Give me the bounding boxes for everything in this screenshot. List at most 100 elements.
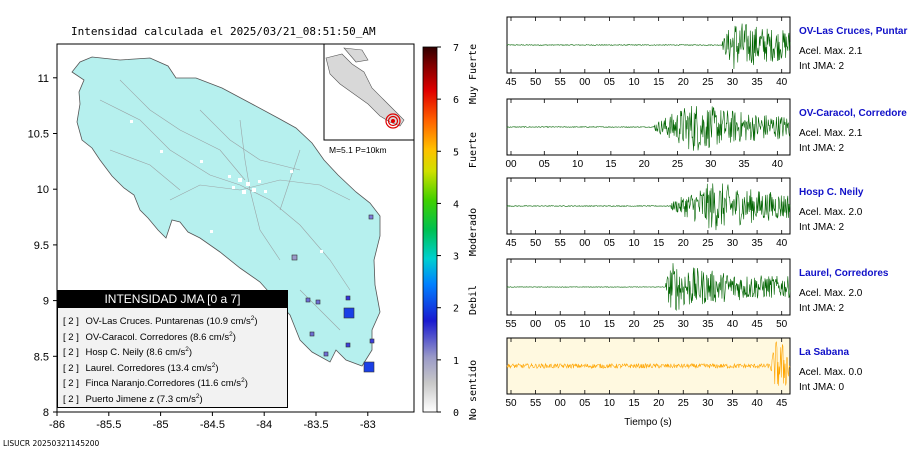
waveform-tick-label: 50 xyxy=(530,77,542,88)
waveform-tick-label: 20 xyxy=(653,398,665,409)
waveform-panel: 50 55 00 05 10 15 20 25 30 35 40 45 La Sabana Acel. M… xyxy=(505,337,863,409)
intensity-legend: INTENSIDAD JMA [0 a 7] [ 2 ] OV-Las Cruc… xyxy=(57,290,288,408)
waveform-tick-label: 35 xyxy=(727,398,739,409)
station-marker-small xyxy=(315,299,321,305)
station-marker-small xyxy=(345,295,351,301)
legend-unit-exponent: 2 xyxy=(250,315,255,322)
legend-row: [ 2 ] Puerto Jimene z (7.3 cm/s2) xyxy=(58,389,287,405)
waveform-tick-label: 15 xyxy=(628,398,640,409)
colorbar-category-label: Fuerte xyxy=(468,132,479,168)
waveform-tick-label: 30 xyxy=(702,398,714,409)
waveform-tick-label: 55 xyxy=(555,238,567,249)
max-acceleration: Acel. Max. 2.0 xyxy=(799,288,863,299)
waveform-trace xyxy=(506,106,791,151)
legend-station-text: Finca Naranjo.Corredores (11.6 cm/s xyxy=(82,378,242,390)
waveform-panels: 45 50 55 00 05 10 15 20 25 30 35 40 OV-Las Cruces, P… xyxy=(505,16,907,409)
legend-unit-exponent: 2 xyxy=(211,361,216,369)
waveform-tick-label: 10 xyxy=(572,159,584,170)
jma-intensity: Int JMA: 0 xyxy=(799,382,844,393)
waveform-panel: 00 05 10 15 20 25 30 35 40 OV-Caracol, Corredore A… xyxy=(505,98,907,170)
legend-row: [ 2 ] Finca Naranjo.Corredores (11.6 cm/… xyxy=(58,373,287,389)
colorbar-tick-label: 3 xyxy=(453,252,459,263)
waveform-trace xyxy=(506,183,791,231)
waveform-tick-label: 20 xyxy=(678,238,690,249)
lon-tick-label: -83.5 xyxy=(303,419,328,431)
legend-level: [ 2 ] xyxy=(63,362,79,374)
waveform-tick-label: 10 xyxy=(604,398,616,409)
longitude-axis: -86 -85.5 -85 -84.5 -84 -83.5 -83 xyxy=(49,412,376,431)
waveform-tick-label: 05 xyxy=(555,319,567,330)
legend-level: [ 2 ] xyxy=(63,316,79,328)
max-acceleration: Acel. Max. 2.0 xyxy=(799,207,863,218)
legend-level: [ 2 ] xyxy=(63,331,79,343)
waveform-tick-label: 40 xyxy=(776,77,788,88)
latitude-axis: 8 8.5 9 9.5 10 10.5 11 xyxy=(28,73,57,419)
colorbar-tick-label: 4 xyxy=(453,199,459,210)
station-markers xyxy=(291,214,375,373)
waveform-trace xyxy=(506,23,791,69)
epicenter-icon xyxy=(385,113,401,129)
town-markers xyxy=(130,120,323,253)
waveform-tick-label: 40 xyxy=(727,319,739,330)
legend-row: [ 2 ] OV-Caracol. Corredores (8.6 cm/s2) xyxy=(58,327,287,343)
station-marker-large xyxy=(363,361,375,373)
waveform-tick-label: 25 xyxy=(702,77,714,88)
lat-tick-label: 8.5 xyxy=(34,351,49,363)
magnitude-depth-label: M=5.1 P=10km xyxy=(329,145,387,155)
waveform-tick-label: 00 xyxy=(530,319,542,330)
waveform-tick-label: 25 xyxy=(678,398,690,409)
legend-unit-exponent: 2 xyxy=(229,330,233,338)
costa-rica-landmass xyxy=(71,56,381,367)
waveform-tick-label: 35 xyxy=(752,77,764,88)
station-marker-small xyxy=(345,342,351,348)
waveform-tick-label: 50 xyxy=(776,319,788,330)
station-marker-large xyxy=(343,307,355,319)
lat-tick-label: 9.5 xyxy=(34,240,49,252)
legend-station-text: Laurel. Corredores (13.4 cm/s xyxy=(82,362,212,374)
lat-tick-label: 10.5 xyxy=(28,129,49,141)
waveform-tick-label: 30 xyxy=(727,238,739,249)
intensity-colorbar xyxy=(422,46,438,413)
station-name: OV-Las Cruces, Puntar xyxy=(799,26,907,37)
inset-map xyxy=(323,43,415,141)
jma-intensity: Int JMA: 2 xyxy=(799,222,844,233)
road-network xyxy=(99,79,351,331)
waveform-tick-label: 55 xyxy=(555,77,567,88)
waveform-tick-label: 35 xyxy=(738,159,750,170)
lon-tick-label: -84 xyxy=(256,419,272,431)
colorbar-categories: No sentido Debil Moderado Fuerte Muy Fuerte xyxy=(468,44,479,420)
footer-id: LISUCR 20250321145200 xyxy=(3,439,100,448)
waveform-tick-label: 25 xyxy=(672,159,684,170)
waveform-tick-label: 30 xyxy=(705,159,717,170)
lat-tick-label: 9 xyxy=(43,296,49,308)
max-acceleration: Acel. Max. 0.0 xyxy=(799,367,863,378)
waveform-tick-label: 05 xyxy=(604,77,616,88)
waveform-tick-label: 55 xyxy=(505,319,517,330)
station-marker-small xyxy=(369,338,375,344)
station-marker-small xyxy=(368,214,374,220)
legend-unit-exponent: 2 xyxy=(185,346,189,353)
waveform-tick-label: 50 xyxy=(530,238,542,249)
waveform-tick-label: 05 xyxy=(579,398,591,409)
waveform-trace xyxy=(506,341,791,386)
station-marker-small xyxy=(309,331,315,337)
station-marker-small xyxy=(305,297,311,303)
waveform-tick-label: 00 xyxy=(579,238,591,249)
waveform-tick-label: 50 xyxy=(505,398,517,409)
legend-title: INTENSIDAD JMA [0 a 7] xyxy=(58,291,287,308)
station-marker-small xyxy=(323,351,329,357)
lon-tick-label: -85.5 xyxy=(96,419,121,431)
jma-intensity: Int JMA: 2 xyxy=(799,61,844,72)
legend-station-text: Puerto Jimene z (7.3 cm/s xyxy=(82,393,196,405)
colorbar-category-label: Moderado xyxy=(468,208,479,256)
legend-station-text: Hosp C. Neily (8.6 cm/s xyxy=(82,347,186,359)
legend-close-paren: ) xyxy=(199,393,203,405)
waveform-panel: 45 50 55 00 05 10 15 20 25 30 35 40 OV-Las Cruces, P… xyxy=(505,16,907,88)
legend-row: [ 2 ] Laurel. Corredores (13.4 cm/s2) xyxy=(58,358,287,374)
waveform-tick-label: 35 xyxy=(752,238,764,249)
legend-close-paren: ) xyxy=(188,347,193,359)
jma-intensity: Int JMA: 2 xyxy=(799,143,844,154)
station-name: Hosp C. Neily xyxy=(799,187,864,198)
waveform-tick-label: 10 xyxy=(628,238,640,249)
waveform-tick-label: 45 xyxy=(505,238,517,249)
